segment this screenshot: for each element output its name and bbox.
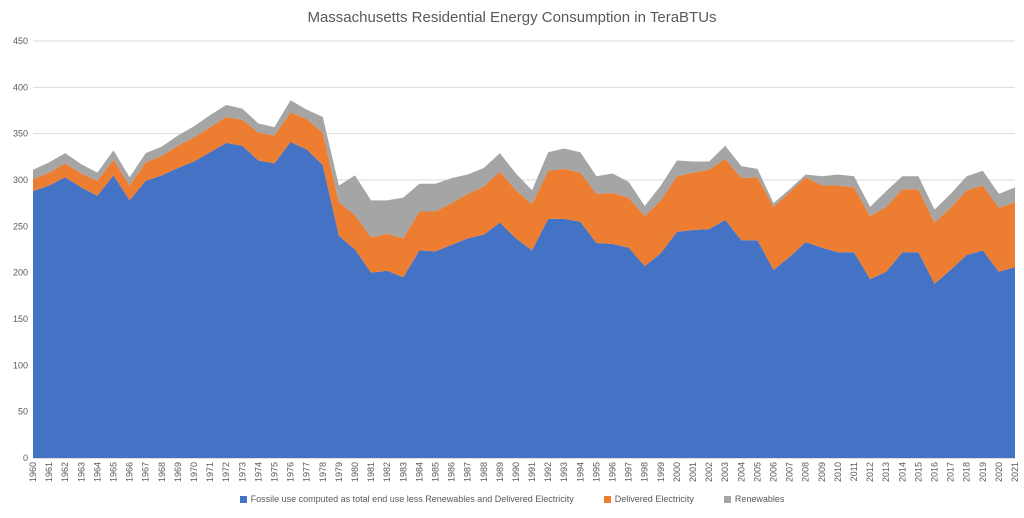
x-tick-label: 1999 [656, 462, 666, 482]
x-tick-label: 2014 [897, 462, 907, 482]
x-tick-label: 2019 [978, 462, 988, 482]
x-tick-label: 1976 [286, 462, 296, 482]
x-tick-label: 1979 [334, 462, 344, 482]
x-tick-label: 1986 [447, 462, 457, 482]
x-tick-label: 1993 [559, 462, 569, 482]
x-tick-label: 1960 [28, 462, 38, 482]
y-tick-label: 450 [13, 36, 28, 46]
x-tick-label: 1998 [640, 462, 650, 482]
x-tick-label: 2017 [946, 462, 956, 482]
y-tick-label: 200 [13, 268, 28, 278]
y-tick-label: 350 [13, 129, 28, 139]
x-tick-label: 1972 [221, 462, 231, 482]
x-tick-label: 1970 [189, 462, 199, 482]
x-tick-label: 2007 [785, 462, 795, 482]
x-tick-label: 2000 [672, 462, 682, 482]
area-series-0 [33, 142, 1015, 458]
x-tick-label: 1984 [414, 462, 424, 482]
legend: Fossile use computed as total end use le… [0, 494, 1024, 504]
y-tick-label: 400 [13, 82, 28, 92]
x-tick-label: 1980 [350, 462, 360, 482]
legend-swatch-renewables [723, 495, 731, 503]
x-tick-label: 1992 [543, 462, 553, 482]
x-tick-label: 1968 [157, 462, 167, 482]
x-tick-label: 2005 [752, 462, 762, 482]
x-tick-label: 2002 [704, 462, 714, 482]
x-tick-label: 1965 [108, 462, 118, 482]
x-tick-label: 2009 [817, 462, 827, 482]
y-tick-label: 300 [13, 175, 28, 185]
legend-label-renewables: Renewables [734, 494, 785, 504]
x-tick-label: 1990 [511, 462, 521, 482]
x-tick-label: 2011 [849, 462, 859, 481]
x-tick-label: 2003 [720, 462, 730, 482]
x-tick-label: 1996 [608, 462, 618, 482]
y-tick-label: 50 [18, 407, 28, 417]
x-tick-label: 1978 [318, 462, 328, 482]
x-tick-label: 1983 [398, 462, 408, 482]
area-series-1 [33, 112, 1015, 284]
legend-item-renewables: Renewables [723, 494, 785, 504]
x-tick-label: 1974 [253, 462, 263, 482]
x-tick-label: 2010 [833, 462, 843, 482]
x-tick-label: 2008 [801, 462, 811, 482]
x-tick-label: 1967 [141, 462, 151, 482]
legend-label-electricity: Delivered Electricity [614, 494, 694, 504]
x-tick-label: 1981 [366, 462, 376, 482]
x-tick-label: 1969 [173, 462, 183, 482]
x-tick-label: 1961 [44, 462, 54, 482]
x-tick-label: 2016 [930, 462, 940, 482]
x-tick-label: 1995 [591, 462, 601, 482]
x-tick-label: 1963 [76, 462, 86, 482]
x-tick-label: 1971 [205, 462, 215, 482]
legend-swatch-electricity [603, 495, 611, 503]
x-tick-label: 2006 [769, 462, 779, 482]
y-tick-label: 100 [13, 360, 28, 370]
x-tick-label: 2021 [1010, 462, 1020, 482]
x-tick-label: 1975 [269, 462, 279, 482]
y-tick-label: 250 [13, 221, 28, 231]
x-tick-label: 1973 [237, 462, 247, 482]
legend-item-electricity: Delivered Electricity [603, 494, 694, 504]
x-tick-label: 1964 [92, 462, 102, 482]
x-tick-label: 1989 [495, 462, 505, 482]
x-tick-label: 1994 [575, 462, 585, 482]
y-tick-label: 150 [13, 314, 28, 324]
y-tick-label: 0 [23, 453, 28, 463]
x-tick-label: 1988 [479, 462, 489, 482]
x-tick-label: 1966 [125, 462, 135, 482]
legend-swatch-fossil [239, 495, 247, 503]
x-tick-label: 1982 [382, 462, 392, 482]
x-tick-label: 1985 [430, 462, 440, 482]
x-tick-label: 2012 [865, 462, 875, 482]
x-tick-label: 1997 [624, 462, 634, 482]
legend-item-fossil: Fossile use computed as total end use le… [239, 494, 574, 504]
x-tick-label: 2020 [994, 462, 1004, 482]
x-tick-label: 2018 [962, 462, 972, 482]
chart-title: Massachusetts Residential Energy Consump… [307, 9, 717, 26]
x-tick-label: 1977 [302, 462, 312, 482]
x-tick-label: 1987 [463, 462, 473, 482]
x-tick-label: 2015 [913, 462, 923, 482]
x-tick-label: 2004 [736, 462, 746, 482]
x-tick-label: 2001 [688, 462, 698, 482]
x-tick-label: 1962 [60, 462, 70, 482]
legend-label-fossil: Fossile use computed as total end use le… [250, 494, 574, 504]
x-tick-label: 2013 [881, 462, 891, 482]
x-tick-label: 1991 [527, 462, 537, 482]
